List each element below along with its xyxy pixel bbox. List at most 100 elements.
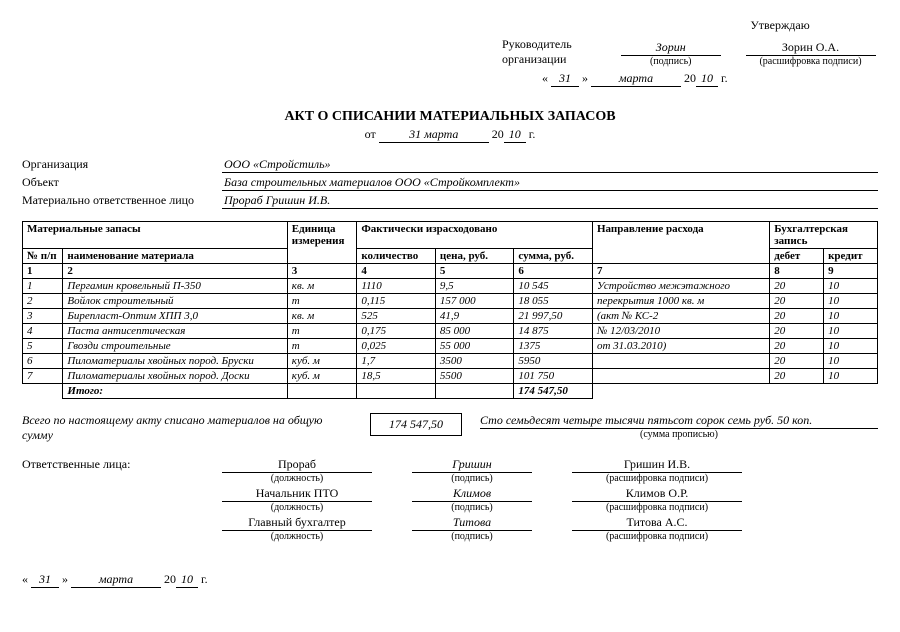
cell-num: 6 <box>23 354 63 369</box>
title-daymonth: 31 марта <box>379 127 489 143</box>
cell-cred: 10 <box>824 309 878 324</box>
cell-sum: 21 997,50 <box>514 309 593 324</box>
th-credit: кредит <box>824 249 878 264</box>
approve-word: Утверждаю <box>682 18 878 33</box>
signer-row: Начальник ПТО(должность)Климов(подпись)К… <box>222 486 878 513</box>
signers-label: Ответственные лица: <box>22 457 222 544</box>
cell-cred: 10 <box>824 369 878 384</box>
cell-deb: 20 <box>770 279 824 294</box>
cell-unit: т <box>287 324 357 339</box>
table-row: 7Пиломатериалы хвойных пород. Доскикуб. … <box>23 369 878 384</box>
cell-name: Войлок строительный <box>63 294 287 309</box>
cell-sum: 1375 <box>514 339 593 354</box>
col-n2: 2 <box>63 264 287 279</box>
th-price: цена, руб. <box>435 249 514 264</box>
leader-line1: Руководитель <box>502 37 618 52</box>
cell-qty: 525 <box>357 309 436 324</box>
th-dir: Направление расхода <box>592 222 769 264</box>
bottom-day: 31 <box>31 572 59 588</box>
signer-name: Титова А.С. <box>572 515 742 531</box>
cell-cred: 10 <box>824 324 878 339</box>
cell-dir <box>592 354 769 369</box>
cell-num: 5 <box>23 339 63 354</box>
cell-price: 157 000 <box>435 294 514 309</box>
signer-pos: Начальник ПТО <box>222 486 372 502</box>
org-label-3: Материально ответственное лицо <box>22 193 222 209</box>
col-n1: 1 <box>23 264 63 279</box>
th-name: наименование материала <box>63 249 287 264</box>
approval-date-row: « 31 » марта 2010 г. <box>542 71 878 87</box>
org-block: Организация ООО «Стройстиль» Объект База… <box>22 157 878 209</box>
org-label-1: Организация <box>22 157 222 173</box>
cell-name: Пергамин кровельный П-350 <box>63 279 287 294</box>
cell-name: Пиломатериалы хвойных пород. Бруски <box>63 354 287 369</box>
col-n8: 8 <box>770 264 824 279</box>
name-label: (расшифровка подписи) <box>572 473 742 484</box>
table-row: 4Паста антисептическаят0,17585 00014 875… <box>23 324 878 339</box>
approval-sig-label: (подпись) <box>618 56 724 67</box>
th-acc: Бухгалтерская запись <box>770 222 878 249</box>
typ: 20 <box>492 127 504 141</box>
table-row: 3Бирепласт-Оптим ХПП 3,0кв. м52541,921 9… <box>23 309 878 324</box>
cell-sum: 101 750 <box>514 369 593 384</box>
bq2: » <box>62 572 68 586</box>
cell-deb: 20 <box>770 339 824 354</box>
approval-year: 10 <box>696 71 718 87</box>
cell-deb: 20 <box>770 354 824 369</box>
cell-price: 55 000 <box>435 339 514 354</box>
table-row: 2Войлок строительныйт0,115157 00018 055п… <box>23 294 878 309</box>
th-debit: дебет <box>770 249 824 264</box>
from: от <box>365 127 376 141</box>
title-year: 10 <box>504 127 526 143</box>
cell-sum: 10 545 <box>514 279 593 294</box>
cell-cred: 10 <box>824 279 878 294</box>
cell-qty: 1,7 <box>357 354 436 369</box>
th-materials: Материальные запасы <box>23 222 288 249</box>
cell-deb: 20 <box>770 294 824 309</box>
yp: 20 <box>684 71 696 85</box>
cell-name: Гвозди строительные <box>63 339 287 354</box>
approval-signature: Зорин <box>621 40 721 56</box>
cell-dir: № 12/03/2010 <box>592 324 769 339</box>
col-n9: 9 <box>824 264 878 279</box>
signer-sig: Гришин <box>412 457 532 473</box>
pos-label: (должность) <box>222 473 372 484</box>
cell-cred: 10 <box>824 339 878 354</box>
cell-name: Пиломатериалы хвойных пород. Доски <box>63 369 287 384</box>
cell-num: 3 <box>23 309 63 324</box>
approval-day: 31 <box>551 71 579 87</box>
pos-label: (должность) <box>222 531 372 542</box>
q1: « <box>542 71 548 85</box>
col-n7: 7 <box>592 264 769 279</box>
cell-sum: 14 875 <box>514 324 593 339</box>
signer-pos: Главный бухгалтер <box>222 515 372 531</box>
cell-unit: т <box>287 339 357 354</box>
approval-month: марта <box>591 71 681 87</box>
summary-text: Всего по настоящему акту списано материа… <box>22 413 352 443</box>
org-val-3: Прораб Гришин И.В. <box>222 193 878 209</box>
cell-num: 1 <box>23 279 63 294</box>
materials-table: Материальные запасы Единица измерения Фа… <box>22 221 878 399</box>
cell-dir: перекрытия 1000 кв. м <box>592 294 769 309</box>
bys: г. <box>201 572 208 586</box>
summary-words: Сто семьдесят четыре тысячи пятьсот соро… <box>480 413 878 429</box>
cell-unit: куб. м <box>287 369 357 384</box>
th-fact: Фактически израсходовано <box>357 222 593 249</box>
approval-name-label: (расшифровка подписи) <box>743 56 878 67</box>
summary-amount: 174 547,50 <box>370 413 462 436</box>
signer-row: Главный бухгалтер(должность)Титова(подпи… <box>222 515 878 542</box>
name-label: (расшифровка подписи) <box>572 531 742 542</box>
title-date-row: от 31 марта 2010 г. <box>22 127 878 143</box>
cell-name: Паста антисептическая <box>63 324 287 339</box>
cell-sum: 5950 <box>514 354 593 369</box>
org-label-2: Объект <box>22 175 222 191</box>
sig-label: (подпись) <box>412 502 532 513</box>
col-n5: 5 <box>435 264 514 279</box>
cell-price: 41,9 <box>435 309 514 324</box>
cell-price: 85 000 <box>435 324 514 339</box>
col-n6: 6 <box>514 264 593 279</box>
cell-cred: 10 <box>824 294 878 309</box>
cell-price: 5500 <box>435 369 514 384</box>
cell-qty: 0,025 <box>357 339 436 354</box>
signer-row: Прораб(должность)Гришин(подпись)Гришин И… <box>222 457 878 484</box>
